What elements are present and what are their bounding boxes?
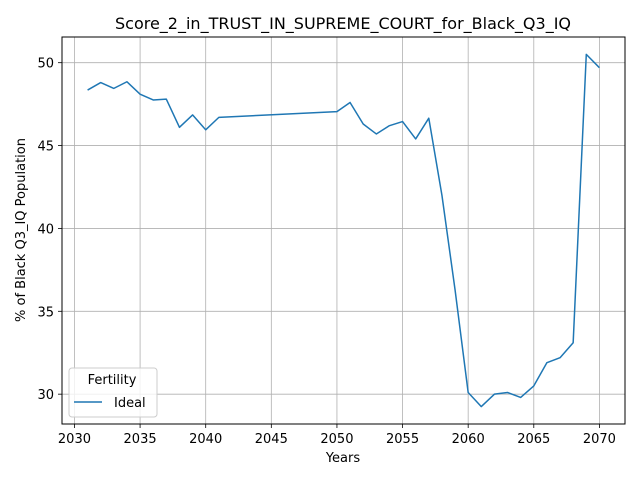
x-tick-label: 2045	[255, 432, 288, 447]
y-tick-label: 30	[37, 388, 54, 403]
x-tick-label: 2065	[517, 432, 550, 447]
y-axis-label: % of Black Q3_IQ Population	[14, 138, 29, 322]
legend-box	[68, 367, 158, 418]
x-tick-label: 2050	[320, 432, 353, 447]
y-tick-label: 50	[37, 57, 54, 72]
x-tick-label: 2040	[189, 432, 222, 447]
y-axis: 30 35 40 45 50	[37, 57, 62, 403]
x-axis: 2030 2035 2040 2045 2050 2055 2060 2065 2070	[58, 424, 616, 447]
series-layer	[87, 53, 600, 408]
y-tick-label: 35	[37, 305, 54, 320]
x-tick-label: 2060	[452, 432, 485, 447]
series-line-ideal	[87, 53, 600, 408]
grid	[62, 37, 625, 424]
x-tick-label: 2035	[124, 432, 157, 447]
chart-title: Score_2_in_TRUST_IN_SUPREME_COURT_for_Bl…	[115, 14, 571, 34]
legend-title: Fertility	[88, 373, 137, 388]
y-tick-label: 40	[37, 222, 54, 237]
legend: Fertility Ideal	[68, 367, 158, 418]
x-tick-label: 2055	[386, 432, 419, 447]
plot-frame	[61, 36, 626, 425]
x-axis-label: Years	[325, 451, 361, 466]
y-tick-label: 45	[37, 140, 54, 155]
x-tick-label: 2030	[58, 432, 91, 447]
legend-label-ideal: Ideal	[114, 396, 146, 411]
x-tick-label: 2070	[583, 432, 616, 447]
